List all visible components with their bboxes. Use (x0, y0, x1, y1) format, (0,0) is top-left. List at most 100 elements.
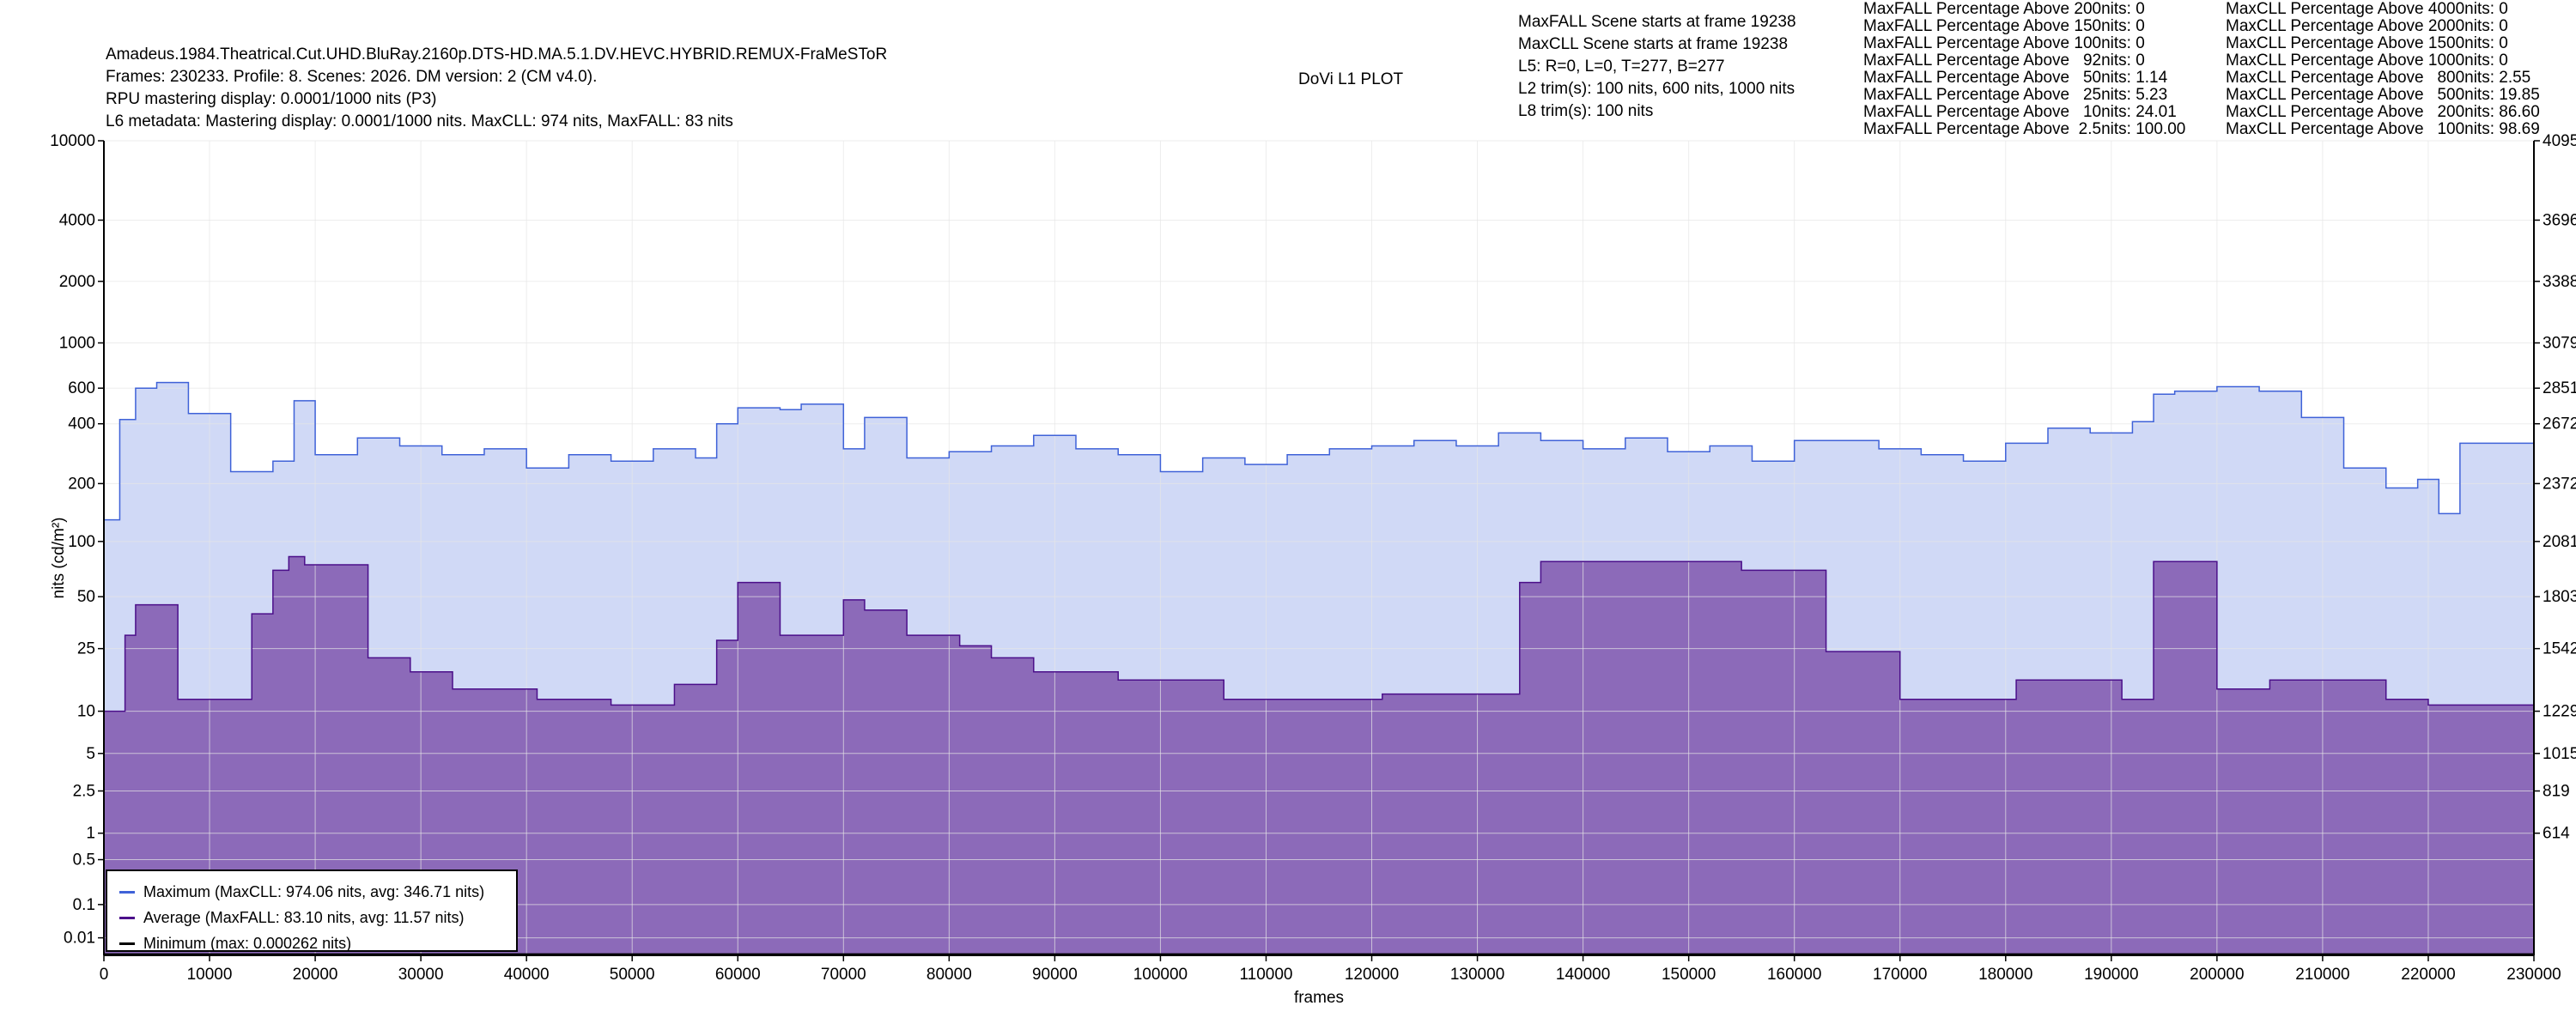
y2-tick-label: 4095 (2543, 132, 2576, 150)
legend-item-average: Average (MaxFALL: 83.10 nits, avg: 11.57… (119, 907, 465, 928)
plot-title: DoVi L1 PLOT (1298, 70, 1404, 88)
maxcll-stat-line: MaxCLL Percentage Above 100nits: 98.69 (2226, 120, 2540, 138)
rpu-primaries: (P3) (405, 90, 437, 108)
maxfall-stat-line: MaxFALL Percentage Above 2.5nits: 100.00 (1863, 120, 2186, 138)
y-tick-label: 25 (77, 640, 95, 658)
x-tick-label: 120000 (1345, 966, 1399, 984)
y2-tick-label: 2851 (2543, 379, 2576, 397)
y2-tick-label: 3079 (2543, 335, 2576, 353)
maxfall-stat-line: MaxFALL Percentage Above 10nits: 24.01 (1863, 103, 2177, 121)
x-tick-label: 210000 (2295, 966, 2349, 984)
legend: Maximum (MaxCLL: 974.06 nits, avg: 346.7… (106, 869, 518, 952)
y2-tick-label: 1229 (2543, 703, 2576, 721)
x-tick-label: 190000 (2084, 966, 2138, 984)
x-tick-label: 70000 (821, 966, 866, 984)
x-tick-label: 170000 (1873, 966, 1927, 984)
y2-tick-label: 614 (2543, 825, 2570, 843)
axes (98, 140, 2540, 961)
legend-swatch-average (119, 916, 135, 919)
x-tick-label: 30000 (398, 966, 444, 984)
maxfall-area (104, 556, 2534, 955)
y-tick-label: 5 (86, 745, 95, 763)
y-tick-label: 10 (77, 703, 95, 721)
y-tick-label: 100 (68, 533, 95, 551)
y-tick-label: 0.5 (73, 851, 95, 869)
y2-tick-label: 2672 (2543, 415, 2576, 433)
legend-swatch-minimum (119, 942, 135, 945)
y-tick-label: 0.1 (73, 896, 95, 914)
maxcll-scene-info: MaxCLL Scene starts at frame 19238 (1518, 35, 1789, 53)
maxfall-stat-line: MaxFALL Percentage Above 200nits: 0 (1863, 0, 2145, 18)
y-tick-label: 2000 (59, 273, 95, 291)
x-tick-label: 140000 (1556, 966, 1610, 984)
legend-label-average: Average (MaxFALL: 83.10 nits, avg: 11.57… (143, 908, 465, 926)
x-tick-label: 200000 (2190, 966, 2244, 984)
x-tick-label: 180000 (1978, 966, 2032, 984)
series-fills (104, 382, 2534, 956)
legend-label-minimum: Minimum (max: 0.000262 nits) (143, 934, 352, 952)
tick-labels: 0.01 0.1 0.5 1 2.5 5 10 25 50 100 200 400 600 1000 200… (50, 132, 2576, 984)
y-tick-label: 600 (68, 379, 95, 397)
y-tick-label: 1000 (59, 335, 95, 353)
maxfall-stat-line: MaxFALL Percentage Above 100nits: 0 (1863, 34, 2145, 52)
y-tick-label: 200 (68, 475, 95, 493)
x-tick-label: 100000 (1133, 966, 1188, 984)
x-tick-label: 150000 (1662, 966, 1716, 984)
x-tick-label: 50000 (610, 966, 655, 984)
gridlines (103, 140, 2535, 955)
maxfall-stat-line: MaxFALL Percentage Above 25nits: 5.23 (1863, 86, 2168, 104)
x-tick-label: 10000 (187, 966, 233, 984)
x-tick-label: 60000 (715, 966, 761, 984)
l5-info: L5: R=0, L=0, T=277, B=277 (1518, 58, 1725, 76)
x-tick-label: 90000 (1032, 966, 1078, 984)
maxcll-stat-line: MaxCLL Percentage Above 500nits: 19.85 (2226, 86, 2540, 104)
x-tick-label: 220000 (2401, 966, 2455, 984)
y-tick-label: 2.5 (73, 783, 95, 801)
x-tick-label: 0 (100, 966, 109, 984)
legend-swatch-maximum (119, 890, 135, 894)
y-tick-label: 4000 (59, 211, 95, 229)
maxfall-stat-line: MaxFALL Percentage Above 150nits: 0 (1863, 17, 2145, 35)
maxcll-stat-line: MaxCLL Percentage Above 1500nits: 0 (2226, 34, 2508, 52)
x-tick-label: 160000 (1767, 966, 1821, 984)
y2-tick-label: 3696 (2543, 211, 2576, 229)
y-tick-label: 1 (86, 825, 95, 843)
y2-tick-label: 1542 (2543, 640, 2576, 658)
frames-info: Frames: 230233. Profile: 8. Scenes: 2026… (106, 68, 598, 86)
y2-tick-label: 3388 (2543, 273, 2576, 291)
maxcll-stat-line: MaxCLL Percentage Above 2000nits: 0 (2226, 17, 2508, 35)
y-tick-label: 50 (77, 588, 95, 606)
x-tick-label: 20000 (293, 966, 338, 984)
y-tick-label: 400 (68, 415, 95, 433)
x-axis-label: frames (1294, 989, 1344, 1007)
y2-tick-label: 1803 (2543, 588, 2576, 606)
maxfall-line (104, 555, 2535, 712)
maxfall-stat-line: MaxFALL Percentage Above 92nits: 0 (1863, 52, 2145, 70)
y2-tick-label: 1015 (2543, 745, 2576, 763)
y2-tick-label: 819 (2543, 783, 2570, 801)
l2-trims-info: L2 trim(s): 100 nits, 600 nits, 1000 nit… (1518, 80, 1795, 98)
series-lines (104, 381, 2535, 955)
y-tick-label: 10000 (50, 132, 95, 150)
maxfall-scene-info: MaxFALL Scene starts at frame 19238 (1518, 13, 1796, 31)
x-tick-label: 230000 (2506, 966, 2561, 984)
x-tick-label: 40000 (504, 966, 550, 984)
y2-tick-label: 2081 (2543, 533, 2576, 551)
maxcll-stat-line: MaxCLL Percentage Above 800nits: 2.55 (2226, 69, 2531, 87)
file-title: Amadeus.1984.Theatrical.Cut.UHD.BluRay.2… (106, 45, 888, 64)
maxcll-line (104, 381, 2534, 521)
l6-metadata: L6 metadata: Mastering display: 0.0001/1… (106, 112, 733, 130)
l8-trims-info: L8 trim(s): 100 nits (1518, 102, 1654, 120)
maxcll-stat-line: MaxCLL Percentage Above 4000nits: 0 (2226, 0, 2508, 18)
maxcll-stat-line: MaxCLL Percentage Above 200nits: 86.60 (2226, 103, 2540, 121)
x-tick-label: 110000 (1239, 966, 1292, 984)
legend-label-maximum: Maximum (MaxCLL: 974.06 nits, avg: 346.7… (143, 882, 485, 900)
maxcll-stat-line: MaxCLL Percentage Above 1000nits: 0 (2226, 52, 2508, 70)
legend-item-maximum: Maximum (MaxCLL: 974.06 nits, avg: 346.7… (119, 882, 484, 902)
rpu-mastering-display: RPU mastering display: 0.0001/1000 nits … (106, 91, 437, 108)
x-tick-label: 80000 (927, 966, 972, 984)
y-tick-label: 0.01 (64, 930, 95, 948)
maxfall-stat-line: MaxFALL Percentage Above 50nits: 1.14 (1863, 69, 2168, 87)
rpu-mastering-text: RPU mastering display: 0.0001/1000 nits (106, 90, 402, 108)
